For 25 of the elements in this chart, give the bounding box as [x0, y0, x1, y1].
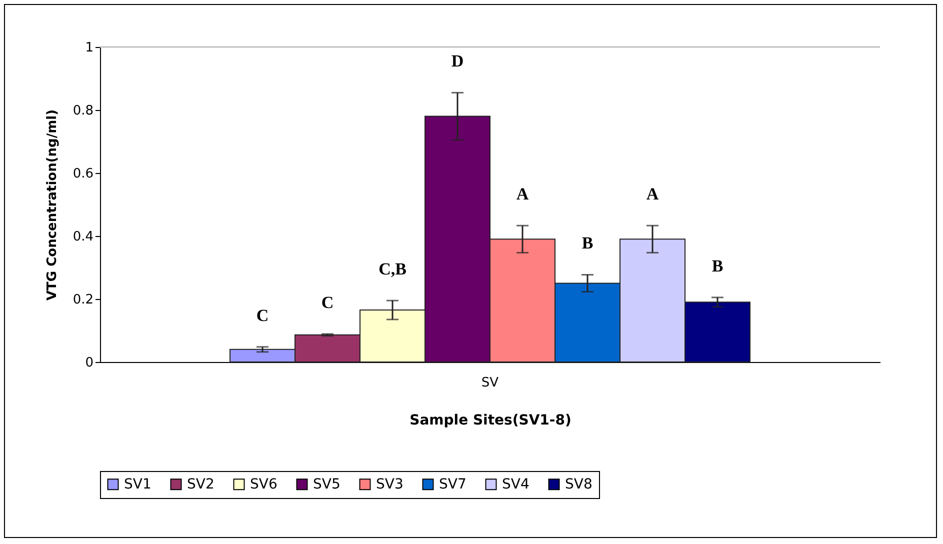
legend-label: SV8	[565, 476, 592, 492]
legend-label: SV5	[313, 476, 340, 492]
y-tick-label: 0.8	[72, 104, 94, 118]
annotation: D	[451, 52, 464, 71]
annotation: C,B	[378, 260, 406, 279]
annotation: B	[582, 234, 594, 253]
y-tick-label: 0.6	[72, 166, 94, 182]
legend-label: SV6	[250, 476, 278, 492]
legend-label: SV2	[187, 476, 214, 492]
annotation: B	[712, 256, 724, 276]
y-tick-label: 0	[85, 356, 94, 370]
annotation: A	[646, 184, 660, 204]
y-tick-label: 0.2	[72, 292, 94, 308]
annotation: A	[516, 184, 530, 204]
y-tick-label: 1	[85, 40, 94, 56]
legend-label: SV3	[376, 476, 404, 492]
x-tick-label: SV	[481, 376, 499, 390]
y-tick-label: 0.4	[72, 230, 94, 244]
legend-label: SV1	[124, 476, 152, 492]
x-axis-title: Sample Sites(SV1-8)	[410, 412, 572, 428]
legend-label: SV7	[439, 476, 466, 492]
annotation: C	[321, 292, 334, 312]
legend-label: SV4	[502, 476, 530, 492]
y-axis-title: VTG Concentration(ng/ml)	[44, 109, 60, 301]
annotation: C	[256, 306, 269, 325]
